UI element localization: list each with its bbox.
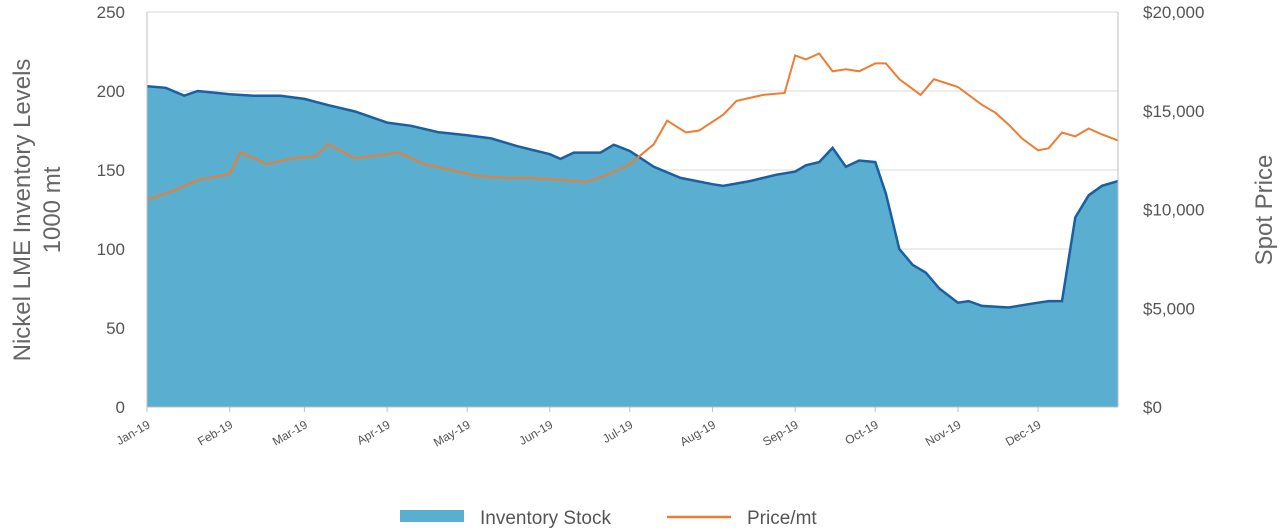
legend-swatch-inventory	[400, 510, 464, 522]
x-tick-label: Dec-19	[1003, 417, 1044, 449]
legend-label-inventory: Inventory Stock	[480, 508, 611, 529]
right-tick-label: $5,000	[1143, 299, 1195, 318]
right-tick-label: $15,000	[1143, 102, 1204, 121]
x-tick-label: Jun-19	[517, 417, 556, 448]
left-axis-title-unit: 1000 mt	[39, 166, 66, 253]
x-tick-label: Apr-19	[354, 417, 392, 447]
legend: Inventory Stock Price/mt	[400, 508, 817, 529]
left-y-ticks: 0 50 100 150 200 250	[97, 3, 125, 417]
legend-label-price: Price/mt	[747, 508, 817, 529]
x-tick-label: Jul-19	[600, 417, 636, 446]
left-tick-label: 250	[97, 3, 125, 22]
right-y-ticks: $0 $5,000 $10,000 $15,000 $20,000	[1143, 3, 1204, 417]
right-axis-title: Spot Price	[1251, 155, 1278, 266]
axes	[146, 12, 1119, 408]
left-axis-title: Nickel LME Inventory Levels	[9, 59, 36, 362]
left-tick-label: 100	[97, 240, 125, 259]
x-tick-label: Aug-19	[678, 417, 719, 449]
left-tick-label: 200	[97, 82, 125, 101]
x-tick-label: Sep-19	[760, 417, 801, 449]
left-tick-label: 50	[106, 319, 125, 338]
x-ticks: Jan-19 Feb-19 Mar-19 Apr-19 May-19 Jun-19 Jul-…	[114, 407, 1044, 450]
x-tick-label: Oct-19	[843, 417, 881, 447]
right-tick-label: $0	[1143, 398, 1162, 417]
left-tick-label: 150	[97, 161, 125, 180]
x-tick-label: Feb-19	[195, 417, 235, 448]
x-tick-label: Nov-19	[923, 417, 964, 449]
x-tick-label: May-19	[431, 417, 473, 449]
right-tick-label: $20,000	[1143, 3, 1204, 22]
left-tick-label: 0	[116, 398, 125, 417]
price-line	[146, 52, 1119, 201]
right-tick-label: $10,000	[1143, 201, 1204, 220]
inventory-area	[147, 86, 1118, 408]
inventory-line	[146, 85, 1119, 309]
x-tick-label: Mar-19	[270, 417, 310, 448]
x-tick-label: Jan-19	[114, 417, 153, 448]
